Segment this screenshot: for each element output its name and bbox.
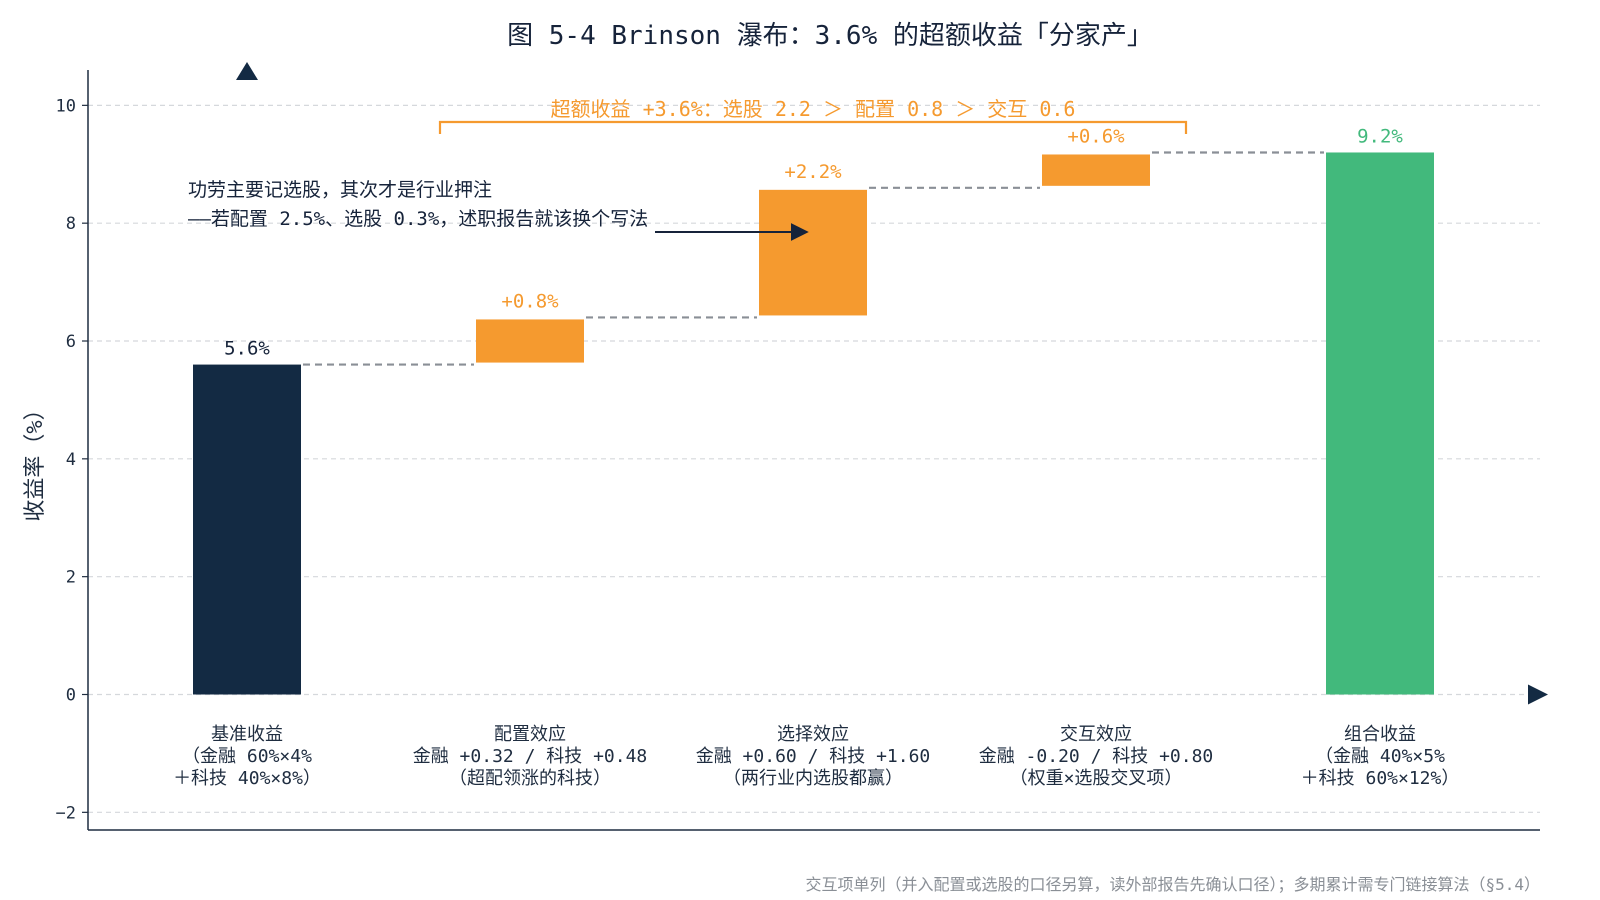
x-tick-label: 金融 +0.60 / 科技 +1.60 (696, 746, 931, 767)
data-label: 5.6% (224, 338, 270, 360)
bar-layer (193, 152, 1434, 695)
x-tick-label: （金融 40%×5% (1315, 746, 1445, 767)
data-label: +0.6% (1067, 125, 1125, 147)
grid-layer (88, 104, 1540, 813)
x-tick-label: （两行业内选股都赢） (723, 767, 903, 789)
x-tick-label: 金融 -0.20 / 科技 +0.80 (979, 746, 1214, 767)
y-tick-label: 4 (66, 450, 76, 470)
x-tick-label: ＋科技 40%×8%） (173, 768, 321, 789)
y-tick-label: 0 (66, 685, 76, 705)
annotation-text: ——若配置 2.5%、选股 0.3%，述职报告就该换个写法 (188, 208, 648, 230)
label-layer: 5.6%基准收益（金融 60%×4%＋科技 40%×8%）+0.8%配置效应金融… (173, 125, 1459, 789)
data-label: +0.8% (501, 290, 559, 312)
footnote: 交互项单列（并入配置或选股的口径另算，读外部报告先确认口径）；多期累计需专门链接… (805, 875, 1540, 894)
bar (193, 364, 301, 695)
x-tick-label: 组合收益 (1344, 724, 1416, 745)
bar (759, 189, 867, 316)
x-tick-label: ＋科技 60%×12%） (1301, 768, 1460, 789)
bar (1042, 154, 1150, 186)
x-tick-label: （金融 60%×4% (182, 746, 312, 767)
x-tick-label: 配置效应 (494, 724, 566, 745)
y-axis-label: 收益率（%） (23, 398, 48, 521)
bar (476, 319, 584, 363)
connector-layer (303, 151, 1324, 366)
x-tick-label: 交互效应 (1060, 724, 1132, 745)
bar (1326, 152, 1434, 695)
y-tick-label: 2 (66, 568, 76, 588)
y-axis-arrow-icon (236, 62, 258, 80)
chart-title: 图 5-4 Brinson 瀑布：3.6% 的超额收益「分家产」 (507, 21, 1153, 51)
x-tick-label: 基准收益 (211, 724, 283, 745)
x-tick-label: 金融 +0.32 / 科技 +0.48 (413, 746, 648, 767)
data-label: +2.2% (784, 161, 842, 183)
x-tick-label: （权重×选股交叉项） (1010, 768, 1183, 789)
annotation-layer: 超额收益 +3.6%：选股 2.2 ＞ 配置 0.8 ＞ 交互 0.6 功劳主要记… (188, 97, 1188, 242)
x-tick-label: 选择效应 (777, 724, 849, 745)
axis-layer: −2 0 2 4 6 8 10 (56, 62, 1548, 831)
x-tick-label: （超配领涨的科技） (449, 768, 611, 789)
y-tick-label: 6 (66, 332, 76, 352)
y-tick-label: −2 (56, 803, 76, 823)
annotation-text: 功劳主要记选股，其次才是行业押注 (188, 179, 492, 201)
y-tick-label: 10 (56, 96, 76, 116)
x-axis-arrow-icon (1528, 684, 1548, 705)
summary-bracket (438, 120, 1188, 134)
data-label: 9.2% (1357, 125, 1403, 147)
summary-label: 超额收益 +3.6%：选股 2.2 ＞ 配置 0.8 ＞ 交互 0.6 (551, 97, 1076, 121)
y-tick-label: 8 (66, 214, 76, 234)
